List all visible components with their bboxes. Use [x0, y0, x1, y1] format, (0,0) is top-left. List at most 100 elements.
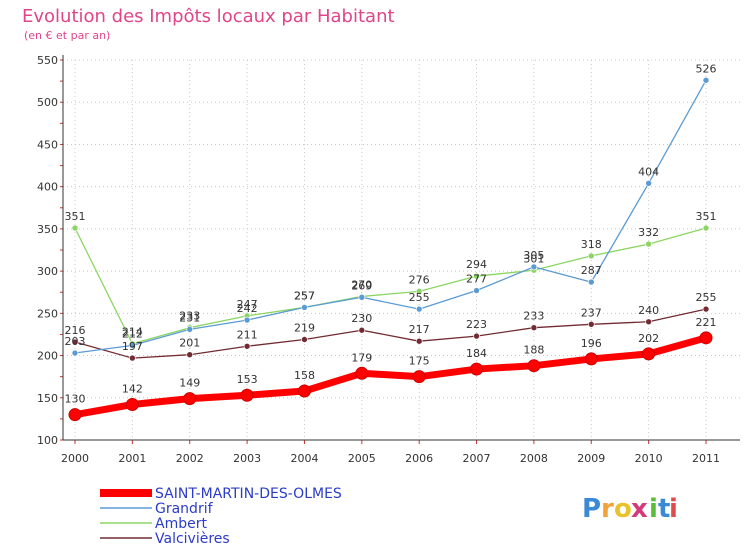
data-point-grandrif: [587, 278, 595, 286]
data-label-grandrif: 212: [122, 327, 143, 340]
y-tick-label: 350: [37, 223, 58, 236]
data-label-valcivieres: 223: [466, 318, 487, 331]
x-tick-label: 2001: [118, 452, 146, 465]
logo-letter: i: [669, 494, 678, 524]
data-label-ambert: 332: [638, 226, 659, 239]
data-label-saint-martin-des-olmes: 149: [179, 377, 200, 390]
data-label-valcivieres: 211: [237, 328, 258, 341]
data-label-ambert: 247: [237, 298, 258, 311]
data-label-grandrif: 203: [65, 335, 86, 348]
y-tick-label: 550: [37, 54, 58, 67]
data-label-grandrif: 277: [466, 273, 487, 286]
x-tick-label: 2008: [520, 452, 548, 465]
data-label-grandrif: 231: [179, 311, 200, 324]
logo-letter: t: [658, 494, 670, 524]
series-line-ambert: [74, 227, 707, 345]
data-point-saint-martin-des-olmes: [68, 408, 82, 422]
x-tick-label: 2010: [635, 452, 663, 465]
chart-title: Evolution des Impôts locaux par Habitant: [22, 6, 395, 27]
y-tick-label: 300: [37, 265, 58, 278]
data-point-valcivieres: [301, 336, 308, 343]
data-point-valcivieres: [473, 332, 480, 340]
data-label-grandrif: 404: [638, 165, 659, 178]
legend-label-saint-martin-des-olmes: SAINT-MARTIN-DES-OLMES: [155, 486, 342, 502]
data-label-saint-martin-des-olmes: 221: [696, 316, 717, 329]
series-line-saint-martin-des-olmes: [74, 334, 707, 419]
x-tick-label: 2003: [233, 452, 261, 465]
data-point-grandrif: [415, 305, 423, 313]
y-tick-label: 150: [37, 392, 58, 405]
legend-label-ambert: Ambert: [155, 516, 207, 532]
data-point-grandrif: [702, 76, 710, 84]
data-label-saint-martin-des-olmes: 142: [122, 383, 143, 396]
data-point-grandrif: [358, 293, 366, 301]
data-label-ambert: 301: [523, 252, 544, 265]
x-tick-label: 2006: [405, 452, 433, 465]
data-label-grandrif: 287: [581, 264, 602, 277]
data-label-ambert: 233: [179, 310, 200, 323]
chart-subtitle: (en € et par an): [24, 29, 110, 42]
data-label-grandrif: 257: [294, 289, 315, 302]
data-point-grandrif: [645, 179, 652, 187]
data-label-saint-martin-des-olmes: 153: [237, 373, 258, 386]
data-label-saint-martin-des-olmes: 175: [409, 355, 430, 368]
x-tick-label: 2005: [348, 452, 376, 465]
data-point-grandrif: [243, 316, 251, 324]
data-point-valcivieres: [645, 318, 652, 326]
data-label-ambert: 257: [294, 289, 315, 302]
data-label-ambert: 214: [122, 326, 143, 339]
data-label-saint-martin-des-olmes: 184: [466, 347, 487, 360]
data-point-ambert: [473, 272, 480, 280]
x-tick-label: 2000: [61, 452, 89, 465]
y-tick-label: 400: [37, 181, 58, 194]
grid-layer: [63, 59, 740, 441]
data-label-valcivieres: 233: [523, 310, 544, 323]
data-point-grandrif: [129, 342, 136, 349]
data-label-saint-martin-des-olmes: 202: [638, 332, 659, 345]
data-point-ambert: [645, 240, 652, 248]
logo-letter: o: [614, 494, 632, 524]
data-label-ambert: 318: [581, 238, 602, 251]
data-label-valcivieres: 219: [294, 322, 315, 335]
data-point-saint-martin-des-olmes: [355, 366, 369, 380]
y-tick-label: 250: [37, 307, 58, 320]
legend-label-valcivieres: Valcivières: [155, 531, 230, 547]
data-label-valcivieres: 217: [409, 323, 430, 336]
data-point-valcivieres: [530, 324, 538, 331]
data-point-grandrif: [473, 287, 480, 294]
data-label-ambert: 270: [351, 278, 372, 291]
series-layer: [68, 76, 713, 422]
data-point-saint-martin-des-olmes: [183, 392, 197, 406]
data-label-valcivieres: 237: [581, 306, 602, 319]
data-label-saint-martin-des-olmes: 188: [523, 344, 544, 357]
data-label-saint-martin-des-olmes: 130: [65, 393, 86, 406]
data-label-ambert: 351: [696, 210, 717, 223]
data-point-saint-martin-des-olmes: [297, 384, 311, 398]
data-point-grandrif: [71, 349, 79, 357]
logo-letter: P: [582, 494, 601, 524]
data-point-grandrif: [530, 263, 538, 271]
data-label-valcivieres: 255: [696, 291, 717, 304]
data-label-grandrif: 526: [696, 62, 717, 75]
data-point-grandrif: [186, 326, 194, 333]
data-point-valcivieres: [129, 354, 136, 362]
data-label-valcivieres: 240: [638, 304, 659, 317]
data-point-valcivieres: [71, 338, 79, 346]
logo-letter: i: [649, 494, 658, 524]
data-point-saint-martin-des-olmes: [240, 388, 254, 402]
x-tick-label: 2007: [463, 452, 491, 465]
data-point-valcivieres: [243, 342, 251, 350]
data-label-grandrif: 242: [237, 302, 258, 315]
data-label-saint-martin-des-olmes: 158: [294, 369, 315, 382]
data-point-saint-martin-des-olmes: [470, 362, 484, 376]
data-point-saint-martin-des-olmes: [527, 359, 541, 373]
data-point-valcivieres: [358, 326, 366, 334]
legend-label-grandrif: Grandrif: [155, 501, 214, 517]
data-point-saint-martin-des-olmes: [699, 331, 713, 345]
x-tick-label: 2004: [290, 452, 318, 465]
y-tick-label: 500: [37, 96, 58, 109]
data-point-valcivieres: [415, 337, 423, 345]
x-tick-label: 2002: [176, 452, 204, 465]
data-label-grandrif: 305: [523, 249, 544, 262]
data-point-ambert: [587, 252, 595, 260]
